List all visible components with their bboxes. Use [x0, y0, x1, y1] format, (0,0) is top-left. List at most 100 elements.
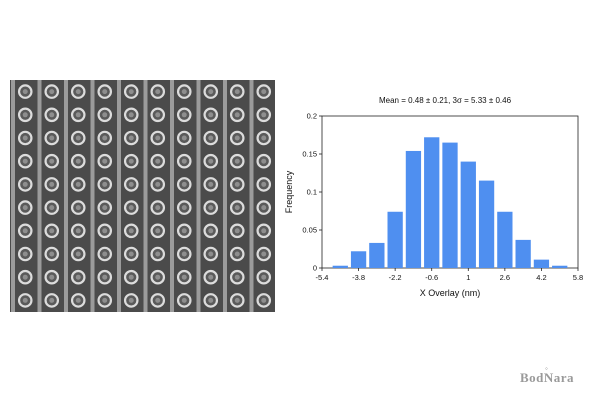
histogram-bar [442, 142, 458, 268]
micrograph-dot-core [75, 181, 81, 187]
watermark-accent-icon: ◦ [545, 364, 548, 373]
micrograph-dot-core [102, 135, 108, 141]
x-tick-label: 5.8 [573, 273, 583, 282]
micrograph-dot-core [261, 228, 267, 234]
micrograph-dot-core [128, 274, 134, 280]
micrograph-dot-core [261, 158, 267, 164]
micrograph-dot-core [75, 112, 81, 118]
micrograph-dot-core [208, 205, 214, 211]
micrograph-dot-core [261, 205, 267, 211]
micrograph-dot-core [155, 274, 161, 280]
micrograph-line [11, 80, 15, 312]
x-tick-label: 2.6 [500, 273, 510, 282]
micrograph-dot-core [261, 181, 267, 187]
micrograph-dot-core [234, 112, 240, 118]
histogram-bar [478, 180, 495, 268]
micrograph-dot-core [208, 112, 214, 118]
micrograph-dot-core [128, 251, 134, 257]
micrograph-dot-core [49, 251, 55, 257]
micrograph-dot-core [181, 89, 187, 95]
micrograph-dot-core [49, 205, 55, 211]
micrograph-dot-core [208, 297, 214, 303]
micrograph-dot-core [22, 251, 28, 257]
micrograph-dot-core [234, 181, 240, 187]
micrograph-dot-core [75, 205, 81, 211]
micrograph-dot-core [49, 112, 55, 118]
micrograph-dot-core [49, 274, 55, 280]
micrograph-dot-core [181, 112, 187, 118]
micrograph-dot-core [181, 297, 187, 303]
micrograph-dot-core [102, 89, 108, 95]
watermark-logo: BodNara ◦ [520, 364, 588, 386]
micrograph-dot-core [75, 158, 81, 164]
micrograph-dot-core [261, 274, 267, 280]
micrograph-dot-core [102, 251, 108, 257]
micrograph-dot-core [208, 135, 214, 141]
micrograph-dot-core [102, 274, 108, 280]
micrograph-line [90, 80, 95, 312]
micrograph-dot-core [22, 228, 28, 234]
micrograph-dot-core [155, 181, 161, 187]
micrograph-line [170, 80, 174, 312]
micrograph-dot-core [49, 228, 55, 234]
micrograph-dot-core [261, 251, 267, 257]
micrograph-dot-core [102, 297, 108, 303]
micrograph-dot-core [49, 158, 55, 164]
micrograph-dot-core [128, 181, 134, 187]
micrograph-dot-core [234, 89, 240, 95]
histogram-bar [515, 239, 531, 268]
micrograph-dot-core [234, 158, 240, 164]
micrograph-dot-core [155, 205, 161, 211]
micrograph-line [37, 80, 42, 312]
x-axis-label: X Overlay (nm) [420, 288, 481, 298]
micrograph-dot-core [128, 158, 134, 164]
micrograph-dot-core [155, 112, 161, 118]
micrograph-dot-core [155, 228, 161, 234]
y-tick-label: 0.1 [307, 188, 317, 197]
micrograph-line [64, 80, 68, 312]
micrograph-dot-core [208, 89, 214, 95]
x-tick-label: -3.8 [352, 273, 365, 282]
micrograph-dot-core [22, 205, 28, 211]
micrograph-dot-core [208, 158, 214, 164]
micrograph-line [117, 80, 121, 312]
histogram-bar [424, 137, 440, 268]
micrograph-dot-core [22, 181, 28, 187]
micrograph-dot-core [234, 274, 240, 280]
histogram-bar [533, 259, 550, 268]
micrograph-dot-core [22, 89, 28, 95]
micrograph-dot-core [208, 181, 214, 187]
x-tick-label: -5.4 [316, 273, 329, 282]
micrograph-dot-core [22, 112, 28, 118]
micrograph-dot-core [234, 135, 240, 141]
chart-title: Mean = 0.48 ± 0.21, 3σ = 5.33 ± 0.46 [378, 96, 512, 105]
y-tick-label: 0 [313, 264, 317, 273]
micrograph-dot-core [181, 158, 187, 164]
micrograph-dot-core [261, 89, 267, 95]
micrograph-dot-core [128, 205, 134, 211]
micrograph-line [196, 80, 201, 312]
micrograph-dot-core [234, 205, 240, 211]
histogram-bar [369, 242, 385, 268]
micrograph-dot-core [208, 251, 214, 257]
micrograph-dot-core [128, 135, 134, 141]
micrograph-dot-core [22, 135, 28, 141]
micrograph-dot-core [75, 135, 81, 141]
micrograph-dot-core [128, 297, 134, 303]
x-tick-label: -2.2 [389, 273, 402, 282]
y-tick-label: 0.2 [307, 112, 317, 121]
micrograph-dot-core [208, 274, 214, 280]
micrograph-dot-core [181, 181, 187, 187]
micrograph-line [143, 80, 148, 312]
micrograph-dot-core [181, 274, 187, 280]
micrograph-dot-core [261, 112, 267, 118]
micrograph-dot-core [128, 89, 134, 95]
x-tick-label: 4.2 [536, 273, 546, 282]
micrograph-dot-core [102, 158, 108, 164]
histogram-bar [332, 265, 348, 268]
micrograph-dot-core [22, 274, 28, 280]
micrograph-dot-core [49, 181, 55, 187]
micrograph-dot-core [234, 251, 240, 257]
histogram-bar [460, 161, 476, 268]
micrograph-dot-core [128, 112, 134, 118]
